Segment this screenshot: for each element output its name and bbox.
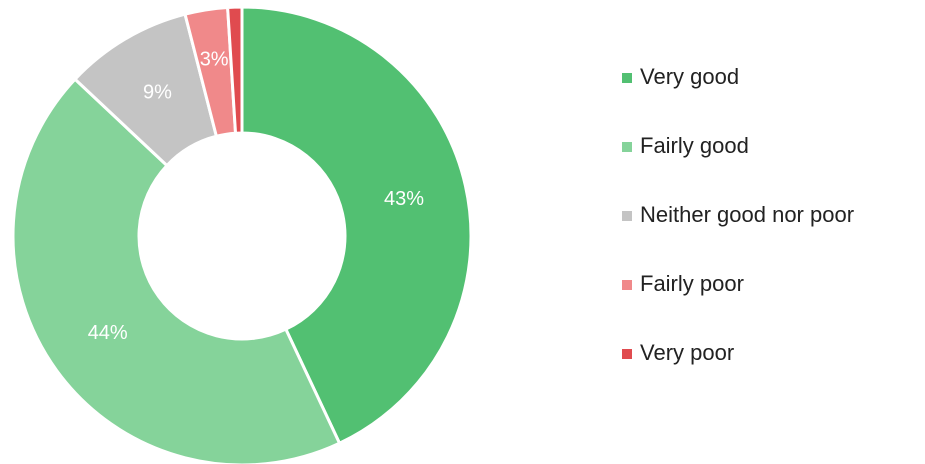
slice-label: 43% bbox=[384, 188, 424, 210]
legend-swatch bbox=[622, 142, 632, 152]
slice bbox=[226, 5, 244, 135]
legend-text: Very poor bbox=[640, 340, 734, 365]
slice-label: 9% bbox=[143, 81, 172, 103]
slice bbox=[240, 5, 473, 446]
legend-text: Fairly good bbox=[640, 133, 749, 158]
legend-text: Fairly poor bbox=[640, 271, 744, 296]
legend-swatch bbox=[622, 280, 632, 290]
legend-text: Very good bbox=[640, 64, 739, 89]
slice-label: 3% bbox=[200, 48, 229, 70]
slice-label: 44% bbox=[88, 322, 128, 344]
slice bbox=[11, 77, 342, 464]
legend-swatch bbox=[622, 349, 632, 359]
legend-text: Neither good nor poor bbox=[640, 202, 854, 227]
legend-swatch bbox=[622, 211, 632, 221]
legend-swatch bbox=[622, 73, 632, 83]
